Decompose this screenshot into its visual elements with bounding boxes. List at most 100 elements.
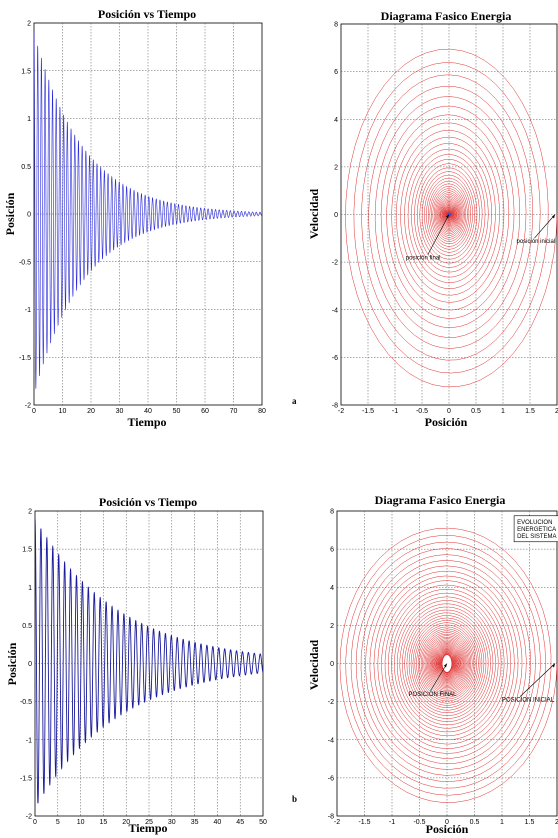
final-position-annotation: POSICION FINAL — [409, 692, 458, 698]
annotation-arrow — [427, 214, 450, 255]
x-tick-label: 50 — [173, 408, 181, 415]
x-tick-label: 2 — [555, 408, 558, 415]
y-tick-label: 0 — [334, 212, 338, 219]
x-tick-label: -0.5 — [416, 408, 428, 415]
y-tick-label: 0.5 — [22, 623, 32, 630]
x-tick-label: 80 — [258, 408, 266, 415]
y-axis-label: Posición — [5, 642, 19, 685]
series-line — [339, 527, 558, 803]
legend-line: ENERGETICA — [517, 527, 556, 533]
y-tick-label: 1 — [27, 116, 31, 123]
annotation-arrow — [430, 663, 448, 692]
chart-title: Diagrama Fasico Energia — [381, 9, 512, 23]
y-tick-label: 0 — [27, 212, 31, 219]
annotation-arrow — [534, 214, 556, 239]
y-tick-label: 8 — [334, 22, 338, 29]
annotation-arrow — [519, 663, 556, 697]
y-tick-label: 2 — [28, 509, 32, 516]
y-tick-label: -2 — [26, 814, 32, 821]
x-tick-label: 0.5 — [470, 819, 480, 826]
y-tick-label: -6 — [332, 355, 338, 362]
y-tick-label: 0 — [28, 661, 32, 668]
x-tick-label: -1 — [389, 819, 395, 826]
legend-box — [513, 515, 558, 543]
x-tick-label: -2 — [334, 819, 340, 826]
x-tick-label: 40 — [214, 819, 222, 826]
arrow-head — [552, 214, 555, 219]
x-tick-label: 25 — [145, 819, 153, 826]
y-tick-label: -1 — [25, 307, 31, 314]
y-tick-label: 1.5 — [22, 547, 32, 554]
chart-phase-energy-a: Diagrama Fasico Energia Posición Velocid… — [307, 9, 558, 429]
y-tick-label: 0 — [330, 661, 334, 668]
arrow-head — [446, 214, 449, 219]
y-tick-label: 6 — [334, 69, 338, 76]
y-tick-label: -0.5 — [19, 259, 31, 266]
y-tick-label: 6 — [330, 547, 334, 554]
legend-line: EVOLUCION — [517, 520, 552, 526]
y-tick-label: -2 — [332, 260, 338, 267]
x-tick-label: 10 — [77, 819, 85, 826]
y-tick-label: 2 — [27, 21, 31, 28]
series-line — [34, 518, 264, 804]
initial-position-annotation: posición inicial — [517, 239, 556, 245]
y-tick-label: -1 — [26, 737, 32, 744]
y-tick-label: 0.5 — [21, 164, 31, 171]
x-tick-label: -1.5 — [358, 819, 370, 826]
chart-position-vs-time-a: Posición vs Tiempo Tiempo Posición 0 10 20… — [3, 7, 266, 429]
chart-title: Diagrama Fasico Energia — [375, 493, 506, 507]
x-tick-label: 30 — [168, 819, 176, 826]
panel-label-a: a — [292, 396, 297, 406]
x-tick-label: 0.5 — [471, 408, 481, 415]
x-tick-label: 40 — [144, 408, 152, 415]
series-line — [33, 32, 263, 389]
x-tick-label: -1 — [392, 408, 398, 415]
x-axis-label: Posición — [426, 822, 469, 836]
y-tick-label: -4 — [328, 737, 334, 744]
x-tick-label: 5 — [56, 819, 60, 826]
y-tick-label: -2 — [328, 699, 334, 706]
x-tick-label: 1.5 — [525, 819, 535, 826]
chart-position-vs-time-b: Posición vs Tiempo Tiempo Posición 0 5 10 1… — [5, 495, 267, 835]
y-tick-label: -6 — [328, 775, 334, 782]
x-tick-label: 15 — [100, 819, 108, 826]
y-axis-label: Velocidad — [307, 189, 321, 240]
panel-label-b: b — [292, 794, 297, 804]
y-tick-label: 2 — [334, 164, 338, 171]
arrow-head — [444, 663, 447, 668]
y-tick-label: -1.5 — [20, 775, 32, 782]
x-tick-label: 1.5 — [525, 408, 535, 415]
x-axis-label: Posición — [425, 415, 468, 429]
y-axis-label: Velocidad — [307, 640, 321, 691]
x-tick-label: 0 — [33, 819, 37, 826]
arrow-head — [552, 663, 555, 668]
x-tick-label: 35 — [191, 819, 199, 826]
x-axis-label: Tiempo — [128, 821, 167, 835]
y-tick-label: -0.5 — [20, 699, 32, 706]
final-position-annotation: posición final — [406, 256, 441, 262]
x-axis-label: Tiempo — [127, 415, 166, 429]
x-tick-label: 20 — [122, 819, 130, 826]
y-tick-label: 1.5 — [21, 68, 31, 75]
x-tick-label: 50 — [259, 819, 267, 826]
x-tick-label: 60 — [201, 408, 209, 415]
x-tick-label: 10 — [59, 408, 67, 415]
initial-position-annotation: POSICION INICIAL — [502, 698, 555, 704]
x-tick-label: 1 — [501, 408, 505, 415]
x-tick-label: 2 — [555, 819, 558, 826]
x-tick-label: 20 — [87, 408, 95, 415]
y-axis-label: Posición — [3, 192, 17, 235]
x-tick-label: 0 — [447, 408, 451, 415]
x-tick-label: 30 — [116, 408, 124, 415]
y-tick-label: 2 — [330, 623, 334, 630]
y-tick-label: -2 — [25, 403, 31, 410]
series-line — [345, 48, 558, 388]
x-tick-label: -0.5 — [413, 819, 425, 826]
x-tick-label: 70 — [230, 408, 238, 415]
y-tick-label: 8 — [330, 509, 334, 516]
y-tick-label: -1.5 — [19, 355, 31, 362]
x-tick-label: 0 — [445, 819, 449, 826]
y-tick-label: 4 — [330, 585, 334, 592]
y-tick-label: -4 — [332, 307, 338, 314]
